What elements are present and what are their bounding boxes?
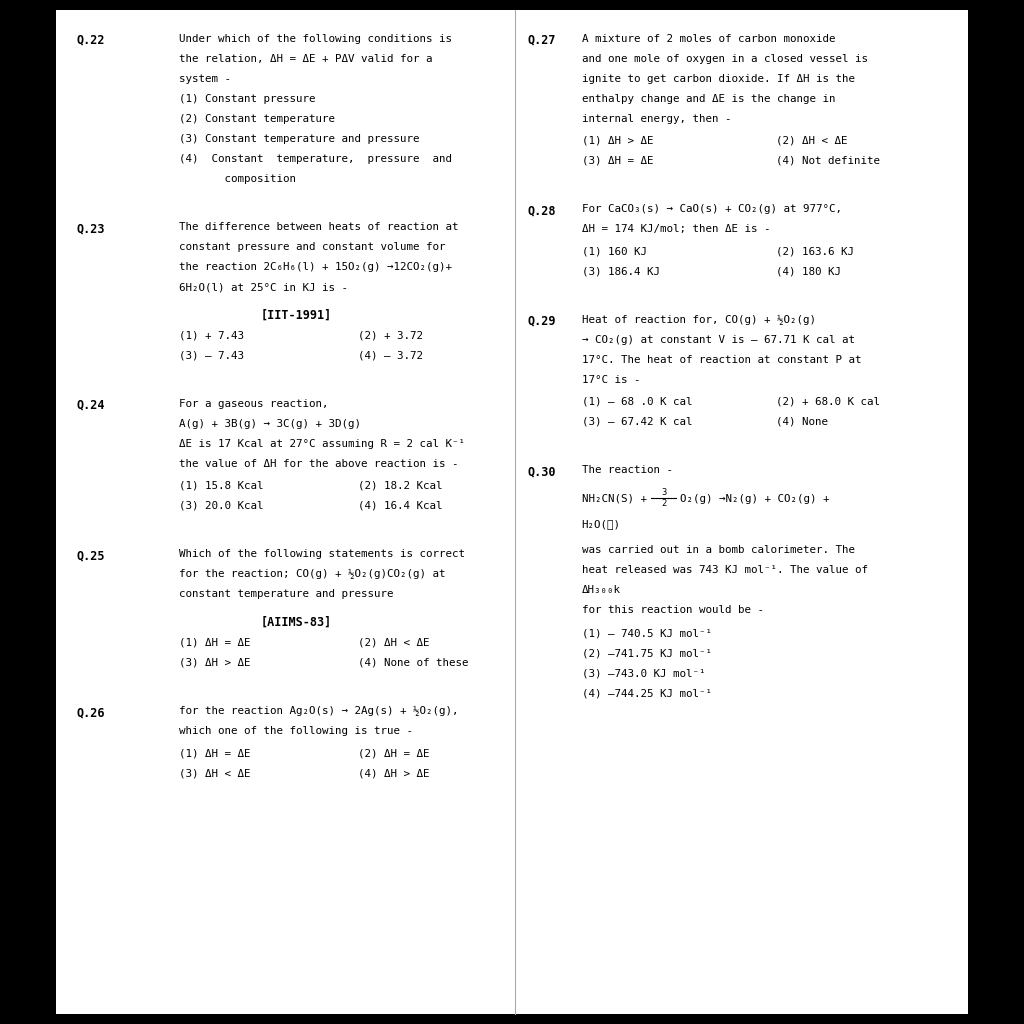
Text: 3: 3 bbox=[660, 488, 667, 498]
Text: For a gaseous reaction,: For a gaseous reaction, bbox=[179, 399, 329, 409]
Text: (4) Not definite: (4) Not definite bbox=[776, 156, 881, 166]
Text: system -: system - bbox=[179, 74, 231, 84]
Text: 17°C. The heat of reaction at constant P at: 17°C. The heat of reaction at constant P… bbox=[582, 355, 861, 365]
Text: Q.23: Q.23 bbox=[77, 222, 105, 236]
Text: (1) + 7.43: (1) + 7.43 bbox=[179, 330, 244, 340]
Text: (3) ΔH < ΔE: (3) ΔH < ΔE bbox=[179, 768, 251, 778]
Text: (4) None: (4) None bbox=[776, 417, 828, 427]
Text: ignite to get carbon dioxide. If ΔH is the: ignite to get carbon dioxide. If ΔH is t… bbox=[582, 74, 855, 84]
Text: the reaction 2C₆H₆(l) + 15O₂(g) →12CO₂(g)+: the reaction 2C₆H₆(l) + 15O₂(g) →12CO₂(g… bbox=[179, 262, 453, 272]
Text: Q.27: Q.27 bbox=[527, 34, 556, 47]
Text: the value of ΔH for the above reaction is -: the value of ΔH for the above reaction i… bbox=[179, 459, 459, 469]
Text: (3) –743.0 KJ mol⁻¹: (3) –743.0 KJ mol⁻¹ bbox=[582, 669, 706, 679]
Text: 6H₂O(l) at 25°C in KJ is -: 6H₂O(l) at 25°C in KJ is - bbox=[179, 283, 348, 292]
Text: the relation, ΔH = ΔE + PΔV valid for a: the relation, ΔH = ΔE + PΔV valid for a bbox=[179, 53, 433, 63]
FancyBboxPatch shape bbox=[56, 10, 968, 1014]
Text: (1) ΔH = ΔE: (1) ΔH = ΔE bbox=[179, 748, 251, 758]
Text: and one mole of oxygen in a closed vessel is: and one mole of oxygen in a closed vesse… bbox=[582, 53, 867, 63]
Text: (2) ΔH = ΔE: (2) ΔH = ΔE bbox=[358, 748, 430, 758]
Text: (2) + 3.72: (2) + 3.72 bbox=[358, 330, 423, 340]
Text: Q.24: Q.24 bbox=[77, 399, 105, 412]
Text: ΔH = 174 KJ/mol; then ΔE is -: ΔH = 174 KJ/mol; then ΔE is - bbox=[582, 224, 770, 234]
Text: (3) – 67.42 K cal: (3) – 67.42 K cal bbox=[582, 417, 692, 427]
Text: for the reaction Ag₂O(s) → 2Ag(s) + ½O₂(g),: for the reaction Ag₂O(s) → 2Ag(s) + ½O₂(… bbox=[179, 707, 459, 716]
Text: (3) 186.4 KJ: (3) 186.4 KJ bbox=[582, 266, 659, 276]
Text: H₂O(ℓ): H₂O(ℓ) bbox=[582, 518, 621, 528]
Text: (1) ΔH = ΔE: (1) ΔH = ΔE bbox=[179, 637, 251, 647]
Text: Which of the following statements is correct: Which of the following statements is cor… bbox=[179, 549, 465, 559]
Text: A(g) + 3B(g) → 3C(g) + 3D(g): A(g) + 3B(g) → 3C(g) + 3D(g) bbox=[179, 419, 361, 429]
Text: (3) – 7.43: (3) – 7.43 bbox=[179, 350, 244, 360]
Text: (2) Constant temperature: (2) Constant temperature bbox=[179, 114, 335, 124]
Text: (4) 16.4 Kcal: (4) 16.4 Kcal bbox=[358, 501, 443, 511]
Text: (4) 180 KJ: (4) 180 KJ bbox=[776, 266, 841, 276]
Text: [AIIMS-83]: [AIIMS-83] bbox=[260, 615, 332, 629]
Text: (2) 163.6 KJ: (2) 163.6 KJ bbox=[776, 247, 854, 256]
Text: (2) + 68.0 K cal: (2) + 68.0 K cal bbox=[776, 397, 881, 407]
Text: (3) ΔH = ΔE: (3) ΔH = ΔE bbox=[582, 156, 653, 166]
Text: which one of the following is true -: which one of the following is true - bbox=[179, 726, 414, 736]
Text: The difference between heats of reaction at: The difference between heats of reaction… bbox=[179, 222, 459, 232]
Text: was carried out in a bomb calorimeter. The: was carried out in a bomb calorimeter. T… bbox=[582, 545, 855, 555]
Text: (2) ΔH < ΔE: (2) ΔH < ΔE bbox=[358, 637, 430, 647]
Text: (1) ΔH > ΔE: (1) ΔH > ΔE bbox=[582, 136, 653, 145]
Text: (3) ΔH > ΔE: (3) ΔH > ΔE bbox=[179, 657, 251, 668]
Text: (4) None of these: (4) None of these bbox=[358, 657, 469, 668]
Text: (1) – 740.5 KJ mol⁻¹: (1) – 740.5 KJ mol⁻¹ bbox=[582, 629, 712, 639]
Text: Heat of reaction for, CO(g) + ½O₂(g): Heat of reaction for, CO(g) + ½O₂(g) bbox=[582, 315, 816, 325]
Text: Q.28: Q.28 bbox=[527, 205, 556, 217]
Text: (3) 20.0 Kcal: (3) 20.0 Kcal bbox=[179, 501, 264, 511]
Text: 2: 2 bbox=[660, 499, 667, 508]
Text: → CO₂(g) at constant V is – 67.71 K cal at: → CO₂(g) at constant V is – 67.71 K cal … bbox=[582, 335, 855, 345]
Text: composition: composition bbox=[179, 173, 296, 183]
Text: (3) Constant temperature and pressure: (3) Constant temperature and pressure bbox=[179, 134, 420, 143]
Text: O₂(g) →N₂(g) + CO₂(g) +: O₂(g) →N₂(g) + CO₂(g) + bbox=[680, 494, 829, 504]
Text: (4) ΔH > ΔE: (4) ΔH > ΔE bbox=[358, 768, 430, 778]
Text: (2) 18.2 Kcal: (2) 18.2 Kcal bbox=[358, 481, 443, 490]
Text: Q.30: Q.30 bbox=[527, 466, 556, 478]
Text: ΔH₃₀₀k: ΔH₃₀₀k bbox=[582, 585, 621, 595]
Text: Q.25: Q.25 bbox=[77, 549, 105, 562]
Text: (4) – 3.72: (4) – 3.72 bbox=[358, 350, 423, 360]
Text: Q.22: Q.22 bbox=[77, 34, 105, 47]
Text: (1) 15.8 Kcal: (1) 15.8 Kcal bbox=[179, 481, 264, 490]
Text: (2) –741.75 KJ mol⁻¹: (2) –741.75 KJ mol⁻¹ bbox=[582, 648, 712, 658]
Text: for this reaction would be -: for this reaction would be - bbox=[582, 604, 764, 614]
Text: A mixture of 2 moles of carbon monoxide: A mixture of 2 moles of carbon monoxide bbox=[582, 34, 836, 44]
Text: for the reaction; CO(g) + ½O₂(g)CO₂(g) at: for the reaction; CO(g) + ½O₂(g)CO₂(g) a… bbox=[179, 569, 445, 580]
Text: (4) –744.25 KJ mol⁻¹: (4) –744.25 KJ mol⁻¹ bbox=[582, 688, 712, 698]
Text: constant temperature and pressure: constant temperature and pressure bbox=[179, 590, 393, 599]
Text: For CaCO₃(s) → CaO(s) + CO₂(g) at 977°C,: For CaCO₃(s) → CaO(s) + CO₂(g) at 977°C, bbox=[582, 205, 842, 214]
Text: NH₂CN(S) +: NH₂CN(S) + bbox=[582, 494, 653, 504]
Text: enthalpy change and ΔE is the change in: enthalpy change and ΔE is the change in bbox=[582, 94, 836, 103]
Text: (1) – 68 .0 K cal: (1) – 68 .0 K cal bbox=[582, 397, 692, 407]
Text: (1) Constant pressure: (1) Constant pressure bbox=[179, 94, 315, 103]
Text: Q.26: Q.26 bbox=[77, 707, 105, 719]
Text: ΔE is 17 Kcal at 27°C assuming R = 2 cal K⁻¹: ΔE is 17 Kcal at 27°C assuming R = 2 cal… bbox=[179, 439, 465, 449]
Text: 17°C is -: 17°C is - bbox=[582, 375, 640, 385]
Text: [IIT-1991]: [IIT-1991] bbox=[260, 308, 332, 322]
Text: Q.29: Q.29 bbox=[527, 315, 556, 328]
Text: (1) 160 KJ: (1) 160 KJ bbox=[582, 247, 646, 256]
Text: Under which of the following conditions is: Under which of the following conditions … bbox=[179, 34, 453, 44]
Text: (2) ΔH < ΔE: (2) ΔH < ΔE bbox=[776, 136, 848, 145]
Text: heat released was 743 KJ mol⁻¹. The value of: heat released was 743 KJ mol⁻¹. The valu… bbox=[582, 564, 867, 574]
Text: The reaction -: The reaction - bbox=[582, 466, 673, 475]
Text: (4)  Constant  temperature,  pressure  and: (4) Constant temperature, pressure and bbox=[179, 154, 453, 164]
Text: constant pressure and constant volume for: constant pressure and constant volume fo… bbox=[179, 243, 445, 252]
Text: internal energy, then -: internal energy, then - bbox=[582, 114, 731, 124]
